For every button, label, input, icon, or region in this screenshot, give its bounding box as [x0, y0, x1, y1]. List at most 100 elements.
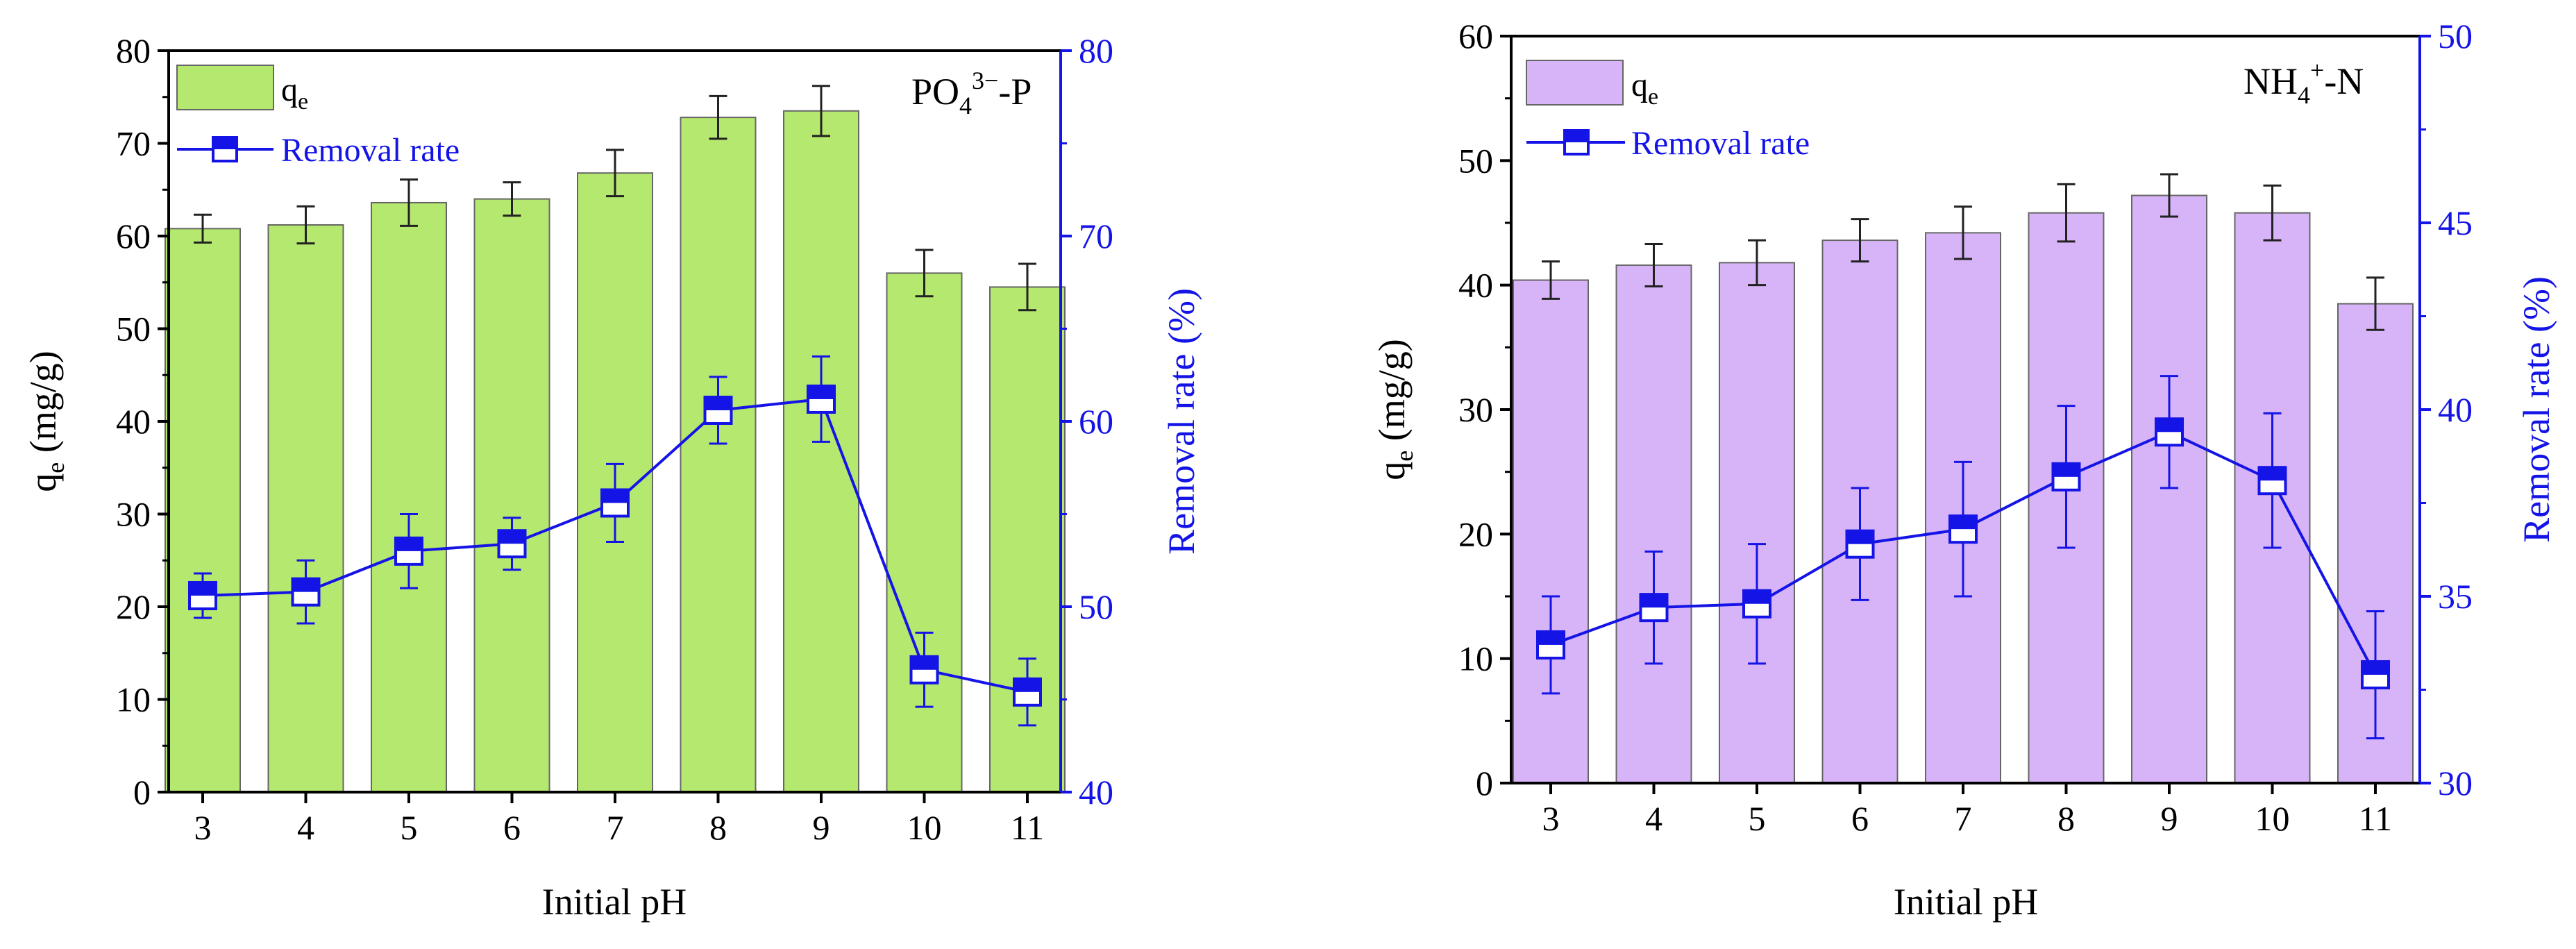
bar-error-bar [915, 249, 934, 298]
bar-error-bar [2057, 183, 2076, 243]
line-point [703, 395, 733, 425]
y-tick-label: 40 [1458, 266, 1493, 305]
x-tick-label: 3 [1542, 799, 1560, 838]
legend-bar-label: qe [1631, 67, 1658, 110]
bar-error-bar [503, 181, 521, 217]
line-point [1013, 677, 1042, 707]
x-tick-label: 6 [503, 808, 521, 847]
bar-error-bar [2366, 276, 2384, 331]
legend-line-label: Removal rate [1631, 125, 1810, 162]
x-tick-label: 8 [709, 808, 727, 847]
bar-error-bar [296, 205, 315, 245]
bar-error-bar [709, 94, 727, 140]
y-tick-label: 30 [116, 495, 151, 534]
x-tick-label: 9 [813, 808, 830, 847]
line-point [2051, 462, 2081, 492]
y-tick-label: 10 [116, 680, 151, 719]
y-tick-label: 0 [133, 773, 151, 812]
x-tick-label: 5 [1749, 799, 1766, 838]
x-tick-label: 9 [2161, 799, 2178, 838]
bar-error-bar [194, 213, 212, 244]
bar-error-bar [1542, 260, 1560, 300]
x-tick-label: 7 [1955, 799, 1972, 838]
x-tick-label: 10 [2255, 799, 2290, 838]
y-axis-title: qe (mg/g) [1371, 339, 1418, 480]
bar-error-bar [400, 178, 418, 227]
line-point [394, 536, 423, 566]
legend-bar-label: qe [281, 72, 308, 115]
line-point [2155, 417, 2184, 447]
line-point [2257, 466, 2287, 496]
line-point [807, 384, 836, 414]
legend-marker-fill [213, 137, 237, 149]
line-point [497, 529, 527, 559]
x-tick-label: 10 [907, 808, 942, 847]
y2-axis-title: Removal rate (%) [2516, 276, 2557, 543]
y2-tick-label: 50 [1079, 587, 1113, 626]
line-point [600, 488, 630, 518]
ion-label: NH4+-N [2244, 56, 2364, 109]
bar [783, 110, 859, 793]
bar [165, 228, 241, 793]
bar-error-bar [1851, 218, 1869, 263]
legend-marker-fill [1565, 131, 1588, 142]
line-point [1948, 514, 1978, 544]
bar-error-bar [812, 85, 830, 137]
x-axis-title: Initial pH [1894, 881, 2038, 923]
line-point [1639, 593, 1669, 623]
bar-error-bar [1954, 205, 1972, 260]
y-tick-label: 60 [1458, 17, 1493, 56]
legend-bar-swatch [176, 65, 274, 110]
y2-tick-label: 40 [1079, 773, 1113, 812]
y-tick-label: 50 [116, 310, 151, 348]
bar [1615, 264, 1692, 784]
y2-axis-title: Removal rate (%) [1161, 288, 1202, 555]
legend: qe Removal rate [176, 65, 460, 169]
line-point [291, 577, 321, 607]
y2-tick-label: 60 [1079, 402, 1113, 441]
x-tick-label: 4 [297, 808, 314, 847]
legend-bar-swatch [1526, 60, 1624, 106]
bar-error-bar [1018, 262, 1036, 312]
y-tick-label: 10 [1458, 639, 1493, 678]
line-point [909, 655, 939, 685]
bar [886, 272, 963, 793]
y2-tick-label: 70 [1079, 217, 1113, 255]
y-tick-label: 20 [116, 587, 151, 626]
line-point [188, 580, 217, 610]
x-tick-label: 11 [1011, 808, 1044, 847]
bar [1719, 262, 1795, 784]
bar-error-bar [606, 149, 624, 198]
y-axis-title: qe (mg/g) [22, 351, 69, 492]
x-tick-label: 7 [607, 808, 624, 847]
x-tick-label: 4 [1645, 799, 1662, 838]
x-axis-title: Initial pH [542, 881, 687, 923]
x-tick-label: 5 [401, 808, 418, 847]
line-point [1845, 529, 1875, 559]
y2-tick-label: 35 [2438, 577, 2473, 616]
y-tick-label: 40 [116, 402, 151, 441]
line-point [2361, 660, 2390, 689]
bar [1513, 279, 1589, 784]
bar [267, 224, 344, 793]
bar [680, 117, 757, 793]
y2-tick-label: 80 [1079, 31, 1113, 70]
bar-error-bar [1644, 242, 1663, 287]
y-tick-label: 60 [116, 217, 151, 255]
x-tick-label: 6 [1851, 799, 1869, 838]
y-tick-label: 20 [1458, 514, 1493, 553]
bar-error-bar [2263, 184, 2282, 242]
y-tick-label: 50 [1458, 141, 1493, 180]
y-tick-label: 80 [116, 31, 151, 70]
y-tick-label: 70 [116, 124, 151, 163]
x-tick-label: 8 [2057, 799, 2075, 838]
x-tick-label: 11 [2359, 799, 2392, 838]
line-point [1742, 589, 1771, 619]
chart-panel-1: 0 10 20 30 40 50 60 70 80 40 50 60 70 80 3 4 5 6 7 8 9 10 11 In… [22, 31, 1202, 923]
bar-error-bar [1748, 239, 1766, 287]
bar-error-bar [2160, 173, 2178, 218]
bar [2131, 194, 2207, 784]
x-tick-label: 3 [194, 808, 212, 847]
